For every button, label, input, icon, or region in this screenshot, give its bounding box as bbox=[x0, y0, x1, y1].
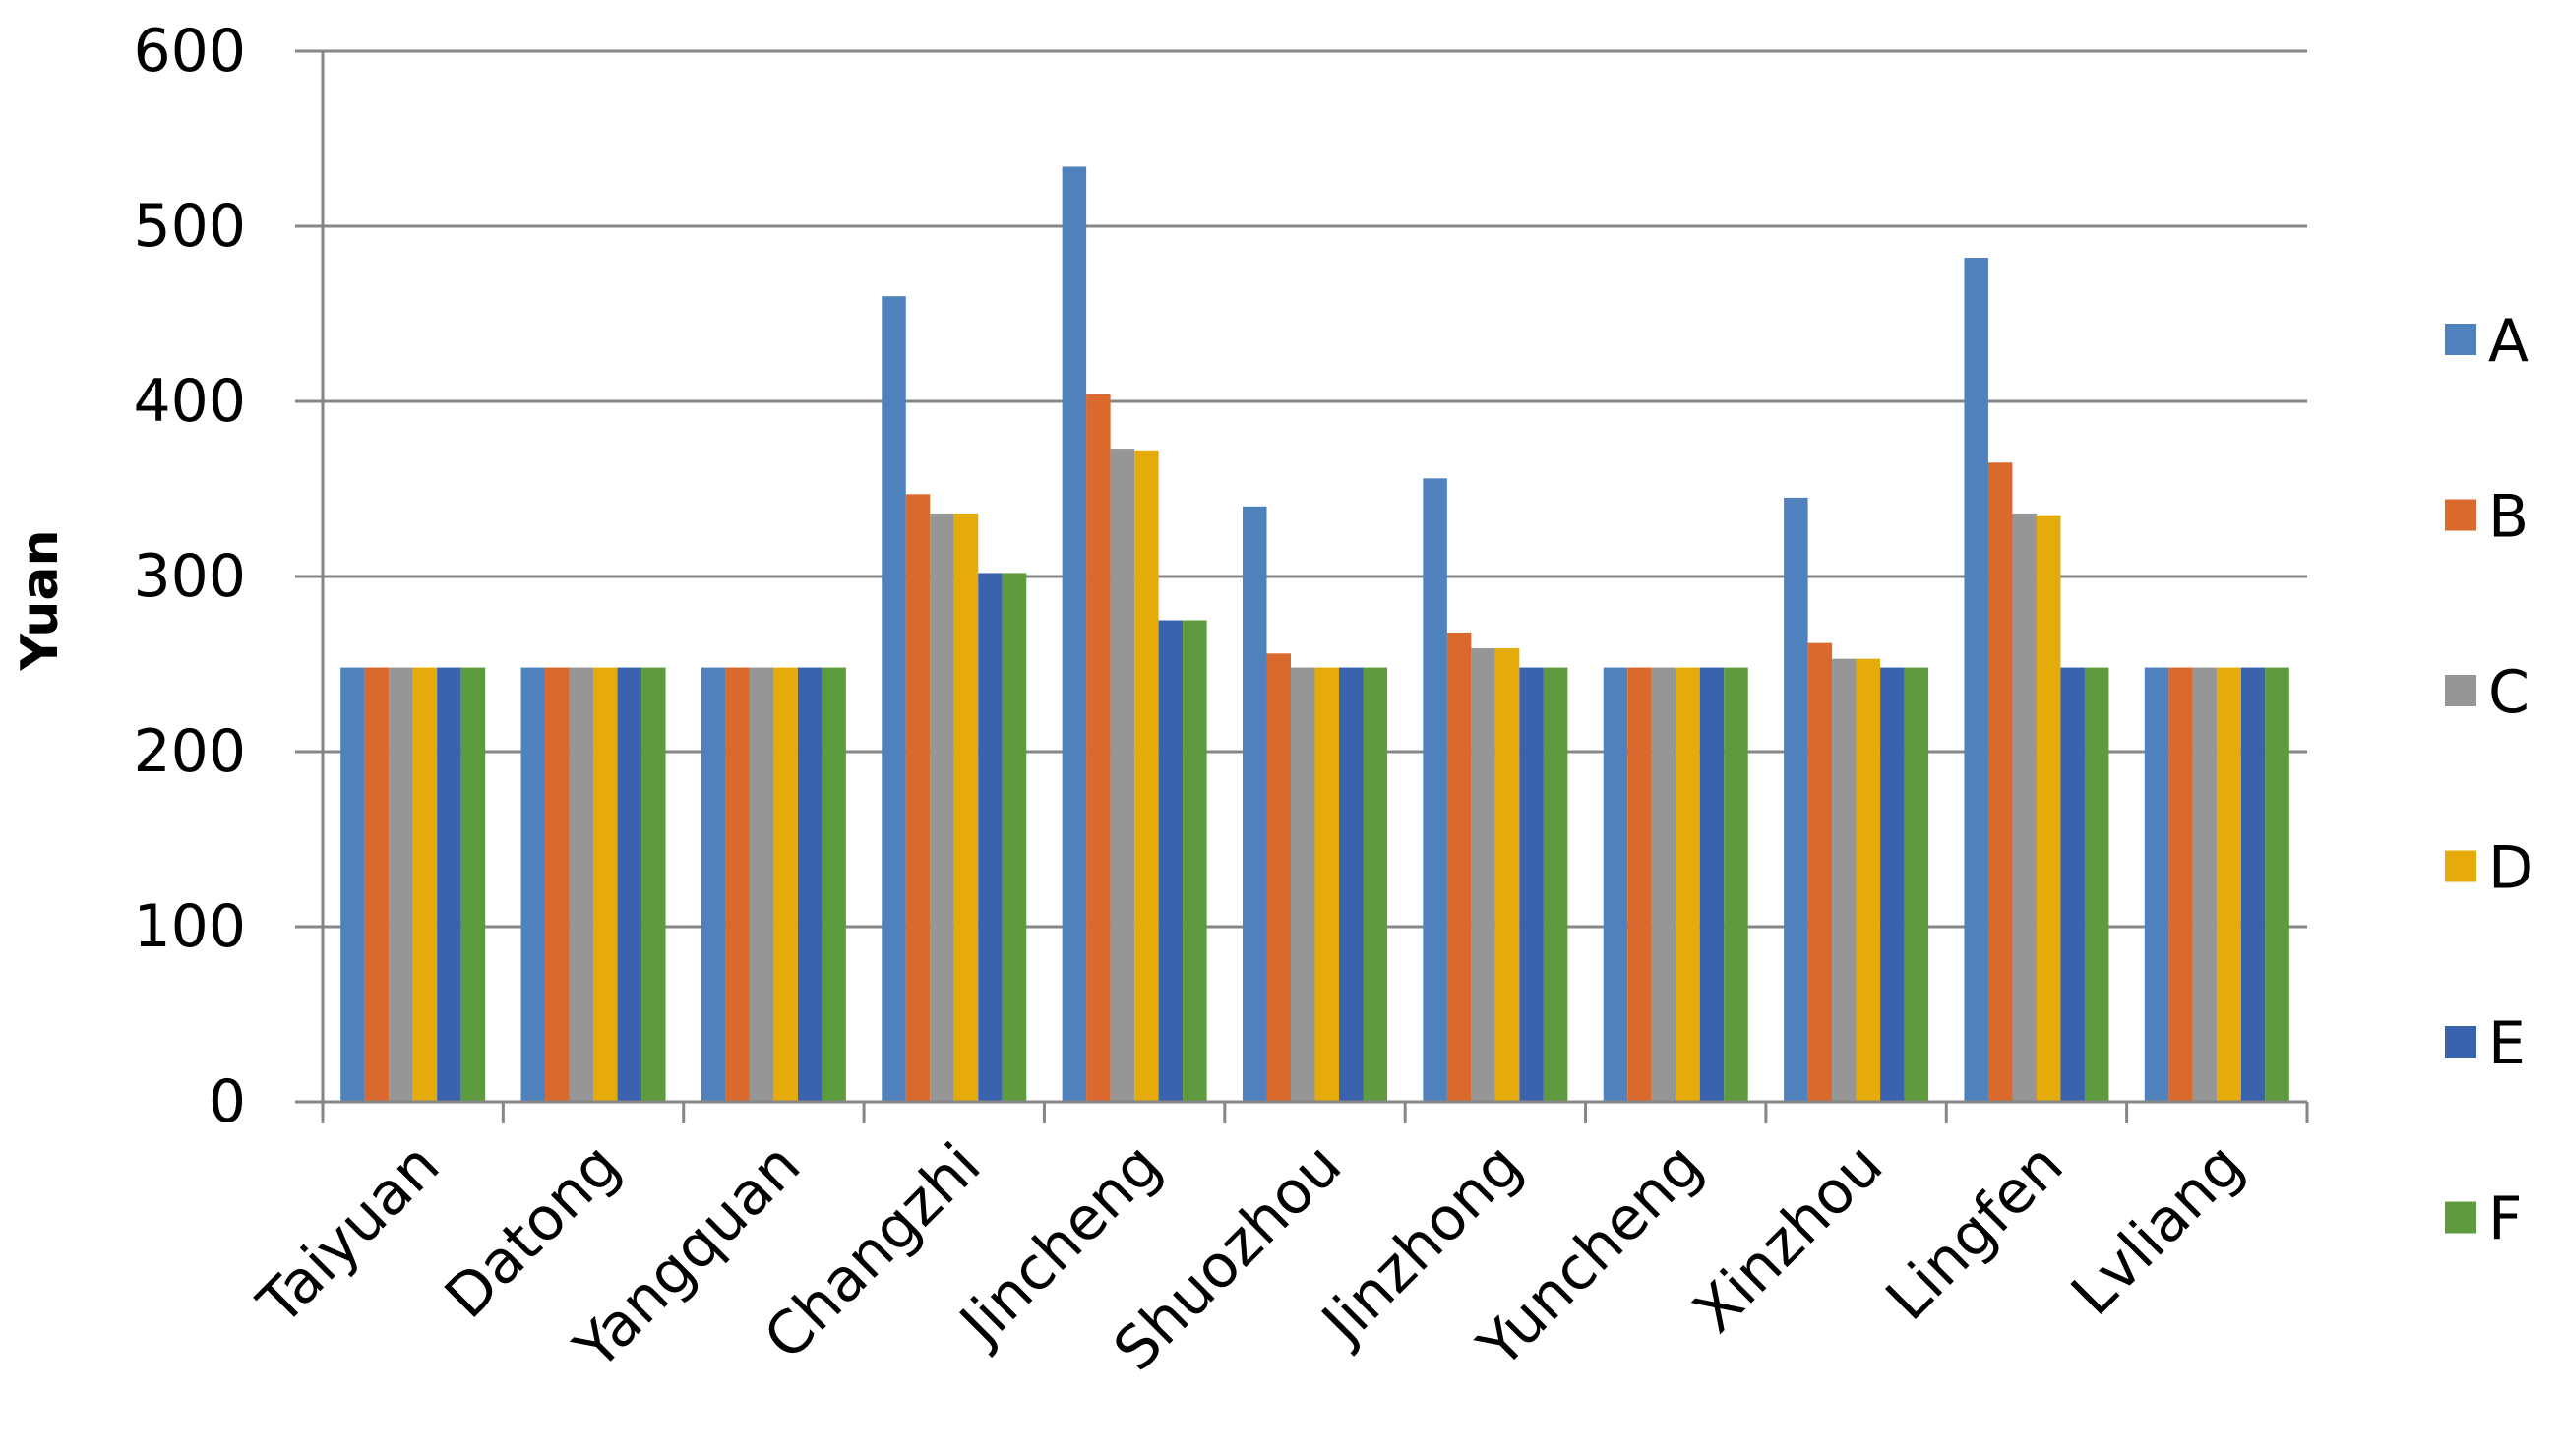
y-axis-title: Yuan bbox=[11, 530, 70, 672]
bar-D-jinzhong bbox=[1494, 647, 1520, 1102]
legend-label-b: B bbox=[2488, 483, 2529, 552]
x-tick-label-lingfen: Lingfen bbox=[1873, 1130, 2077, 1334]
bar-C-datong bbox=[569, 667, 594, 1102]
bar-A-datong bbox=[520, 667, 546, 1102]
bar-E-datong bbox=[617, 667, 642, 1102]
bar-A-yangquan bbox=[701, 667, 726, 1102]
bar-B-xinzhou bbox=[1807, 642, 1833, 1102]
bar-D-jincheng bbox=[1134, 450, 1159, 1103]
bar-C-lingfen bbox=[2012, 513, 2037, 1102]
bar-C-xinzhou bbox=[1832, 658, 1857, 1102]
bar-A-jincheng bbox=[1062, 166, 1087, 1103]
legend-label-d: D bbox=[2488, 834, 2533, 903]
legend-swatch-c bbox=[2445, 675, 2476, 706]
y-tick-label: 300 bbox=[133, 542, 246, 611]
bar-A-shuozhou bbox=[1243, 506, 1267, 1102]
legend-swatch-b bbox=[2445, 499, 2476, 531]
bar-F-yangquan bbox=[822, 667, 846, 1102]
bar-F-changzhi bbox=[1002, 573, 1027, 1102]
y-tick-label: 500 bbox=[133, 192, 246, 261]
bar-E-jincheng bbox=[1158, 620, 1184, 1102]
legend-label-c: C bbox=[2488, 658, 2529, 727]
bar-B-lingfen bbox=[1987, 462, 2013, 1102]
x-tick-label-lvliang: Lvliang bbox=[2058, 1130, 2257, 1329]
bar-D-yangquan bbox=[773, 667, 798, 1102]
y-tick-label: 400 bbox=[133, 367, 246, 436]
bar-C-yuncheng bbox=[1651, 667, 1676, 1102]
legend-label-f: F bbox=[2488, 1185, 2523, 1254]
bar-F-yuncheng bbox=[1724, 667, 1748, 1102]
x-tick-labels: TaiyuanDatongYangquanChangzhiJinchengShu… bbox=[245, 1130, 2257, 1384]
bar-D-changzhi bbox=[953, 513, 979, 1102]
bar-A-changzhi bbox=[882, 296, 906, 1102]
legend-swatch-e bbox=[2445, 1026, 2476, 1058]
bar-A-jinzhong bbox=[1423, 478, 1447, 1102]
y-tick-label: 600 bbox=[133, 17, 246, 86]
bar-E-jinzhong bbox=[1519, 667, 1544, 1102]
bar-F-shuozhou bbox=[1363, 667, 1387, 1102]
y-tick-label: 200 bbox=[133, 717, 246, 786]
bar-B-shuozhou bbox=[1266, 653, 1291, 1102]
bar-D-lingfen bbox=[2036, 515, 2061, 1102]
bar-E-lingfen bbox=[2060, 667, 2085, 1102]
bar-D-yuncheng bbox=[1676, 667, 1700, 1102]
bar-A-lingfen bbox=[1964, 258, 1988, 1102]
bar-E-changzhi bbox=[978, 573, 1003, 1102]
bar-B-yangquan bbox=[725, 667, 750, 1102]
bar-B-datong bbox=[545, 667, 570, 1102]
bar-C-changzhi bbox=[930, 513, 954, 1102]
y-tick-label: 0 bbox=[209, 1067, 246, 1136]
bar-C-lvliang bbox=[2192, 667, 2218, 1102]
bar-D-lvliang bbox=[2217, 667, 2241, 1102]
bar-A-lvliang bbox=[2144, 667, 2169, 1102]
bar-B-yuncheng bbox=[1627, 667, 1652, 1102]
bar-E-lvliang bbox=[2240, 667, 2266, 1102]
bar-B-jincheng bbox=[1086, 394, 1111, 1102]
bar-F-taiyuan bbox=[460, 667, 486, 1102]
x-tick-label-xinzhou: Xinzhou bbox=[1680, 1130, 1896, 1346]
bar-D-datong bbox=[593, 667, 618, 1102]
bars bbox=[340, 166, 2289, 1103]
bar-F-lingfen bbox=[2084, 667, 2109, 1102]
bar-D-xinzhou bbox=[1856, 658, 1881, 1102]
bar-B-changzhi bbox=[905, 494, 931, 1103]
bar-B-jinzhong bbox=[1446, 632, 1472, 1102]
legend-swatch-f bbox=[2445, 1201, 2476, 1234]
bar-D-taiyuan bbox=[412, 667, 438, 1102]
bar-C-taiyuan bbox=[389, 667, 413, 1102]
bar-D-shuozhou bbox=[1314, 667, 1339, 1102]
legend-label-e: E bbox=[2488, 1009, 2526, 1078]
legend-swatch-a bbox=[2445, 324, 2476, 355]
bar-E-shuozhou bbox=[1339, 667, 1364, 1102]
bar-F-jinzhong bbox=[1543, 667, 1568, 1102]
bar-F-lvliang bbox=[2265, 667, 2289, 1102]
y-tick-labels: 0 100 200 300 400 500 600 bbox=[133, 17, 246, 1136]
bar-E-taiyuan bbox=[437, 667, 461, 1102]
bar-A-yuncheng bbox=[1603, 667, 1628, 1102]
bar-C-yangquan bbox=[749, 667, 774, 1102]
bar-B-taiyuan bbox=[364, 667, 390, 1102]
legend-swatch-d bbox=[2445, 850, 2476, 882]
bar-A-xinzhou bbox=[1784, 497, 1808, 1102]
y-tick-label: 100 bbox=[133, 892, 246, 961]
bar-A-taiyuan bbox=[340, 667, 365, 1102]
bar-C-jincheng bbox=[1110, 449, 1135, 1102]
bar-F-jincheng bbox=[1183, 620, 1207, 1102]
bar-E-xinzhou bbox=[1880, 667, 1905, 1102]
bar-C-jinzhong bbox=[1471, 647, 1495, 1102]
x-tick-label-taiyuan: Taiyuan bbox=[245, 1130, 454, 1339]
bar-E-yangquan bbox=[797, 667, 823, 1102]
legend: A B C D E F bbox=[2445, 307, 2533, 1254]
bar-F-datong bbox=[641, 667, 666, 1102]
bar-C-shuozhou bbox=[1291, 667, 1315, 1102]
legend-label-a: A bbox=[2488, 307, 2529, 376]
bar-E-yuncheng bbox=[1699, 667, 1725, 1102]
axes bbox=[295, 51, 2309, 1123]
bar-B-lvliang bbox=[2168, 667, 2193, 1102]
bar-F-xinzhou bbox=[1904, 667, 1929, 1102]
